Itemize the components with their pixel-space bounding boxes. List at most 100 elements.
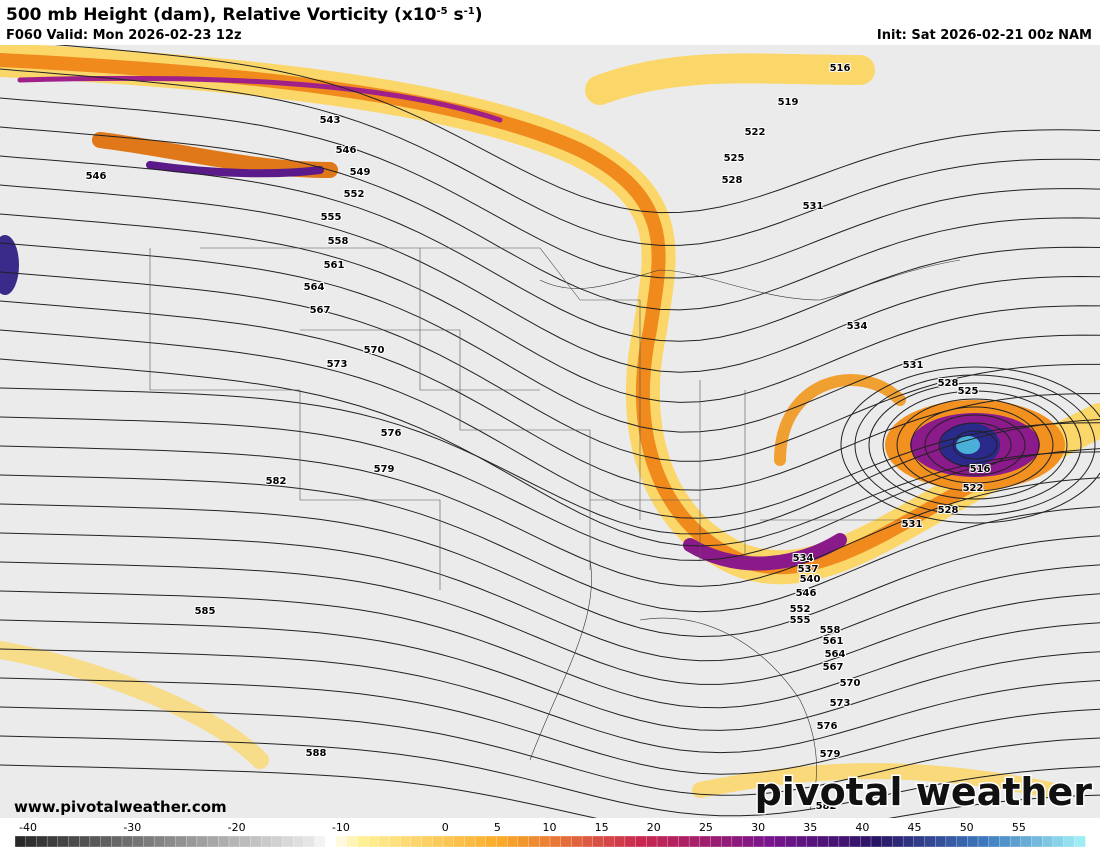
colorbar-swatch <box>132 835 145 848</box>
colorbar-swatch <box>956 835 968 848</box>
contour-line <box>0 735 1100 817</box>
colorbar-swatch <box>507 835 519 848</box>
contour-label: 579 <box>374 464 395 475</box>
contour-line <box>0 445 1100 587</box>
colorbar-swatch <box>378 835 391 848</box>
colorbar-swatch <box>635 835 647 848</box>
contour-ring <box>952 430 998 460</box>
contour-label: 552 <box>790 604 811 615</box>
colorbar-swatch <box>988 835 1001 848</box>
contour-line <box>0 68 1100 246</box>
contour-line <box>0 97 1100 279</box>
colorbar-swatch <box>111 835 123 848</box>
colorbar-swatch <box>945 835 958 848</box>
contour-label: 555 <box>321 212 342 223</box>
colorbar-swatch <box>357 835 369 848</box>
contour-label: 546 <box>796 588 817 599</box>
colorbar-swatch <box>79 835 91 848</box>
contour-label: 567 <box>310 305 331 316</box>
colorbar-swatch <box>68 835 80 848</box>
colorbar-swatch <box>57 835 70 848</box>
colorbar-swatch <box>496 835 508 848</box>
title: 500 mb Height (dam), Relative Vorticity … <box>6 5 483 25</box>
contour-line <box>0 474 1100 613</box>
colorbar-swatch <box>100 835 112 848</box>
colorbar-swatch <box>1009 835 1022 848</box>
colorbar-swatch <box>293 835 305 848</box>
contour-label: 564 <box>825 649 846 660</box>
colorbar-swatch <box>721 835 733 848</box>
watermark: pivotal weather <box>755 770 1093 814</box>
colorbar-swatch <box>346 835 359 848</box>
contour-label: 564 <box>304 282 325 293</box>
colorbar-label: -10 <box>332 821 350 834</box>
contour-label: 555 <box>790 615 811 626</box>
contour-ring <box>840 366 1100 524</box>
contour-label: 528 <box>938 505 959 516</box>
colorbar-swatch <box>624 835 637 848</box>
colorbar-swatch <box>1042 835 1054 848</box>
colorbar-swatch <box>196 835 209 848</box>
contour-ring <box>938 422 1012 468</box>
colorbar-label: 5 <box>494 821 501 834</box>
colorbar-swatch <box>699 835 712 848</box>
contour-label: 540 <box>800 574 821 585</box>
contour-label: 516 <box>830 63 851 74</box>
colorbar-label: 50 <box>960 821 974 834</box>
colorbar-swatch <box>902 835 915 848</box>
colorbar-swatch <box>164 835 177 848</box>
colorbar-swatch <box>753 835 765 848</box>
contour-label: 543 <box>320 115 341 126</box>
colorbar-swatch <box>282 835 294 848</box>
colorbar-swatch <box>806 835 819 848</box>
contour-line <box>0 329 1100 519</box>
contour-ring <box>868 382 1082 508</box>
contour-label: 561 <box>324 260 345 271</box>
contour-line <box>0 213 1100 403</box>
colorbar-label: 55 <box>1012 821 1026 834</box>
contour-label: 582 <box>816 801 837 812</box>
colorbar-swatch <box>828 835 840 848</box>
contour-line <box>0 561 1100 685</box>
contour-line <box>0 300 1100 491</box>
cyclone-center <box>956 436 980 454</box>
contour-ring <box>882 390 1068 500</box>
colorbar-label: -20 <box>228 821 246 834</box>
contour-ring <box>854 374 1096 516</box>
contour-label: 516 <box>970 464 991 475</box>
colorbar-swatch <box>977 835 990 848</box>
colorbar-label: 15 <box>595 821 609 834</box>
borders <box>149 247 961 811</box>
contour-label: 534 <box>847 321 868 332</box>
contour-label: 558 <box>328 236 349 247</box>
contour-label: 576 <box>381 428 402 439</box>
colorbar-swatch <box>935 835 947 848</box>
height-contours <box>0 45 1100 818</box>
colorbar-swatch <box>239 835 252 848</box>
contour-line <box>0 184 1100 373</box>
colorbar-swatch <box>207 835 219 848</box>
colorbar-swatch <box>121 835 134 848</box>
colorbar: -40 -30 -20 -10 0 5 10 15 20 25 30 35 40 45 50 55 <box>14 821 1086 848</box>
valid-time: F060 Valid: Mon 2026-02-23 12z <box>6 28 242 43</box>
colorbar-swatch <box>228 835 241 848</box>
colorbar-swatch <box>688 835 701 848</box>
contour-line <box>54 45 1100 214</box>
colorbar-swatch <box>36 835 48 848</box>
map: 5165195225255285315435465495525555585615… <box>0 45 1100 818</box>
colorbar-swatch <box>186 835 198 848</box>
colorbar-label: 45 <box>908 821 922 834</box>
contour-label: 570 <box>840 678 861 689</box>
colorbar-label: 10 <box>543 821 557 834</box>
colorbar-swatch <box>410 835 423 848</box>
colorbar-swatch <box>571 835 583 848</box>
contour-label: 570 <box>364 345 385 356</box>
colorbar-swatch <box>1063 835 1075 848</box>
contour-label: 522 <box>963 483 984 494</box>
colorbar-label: 40 <box>855 821 869 834</box>
colorbar-swatch <box>785 835 797 848</box>
colorbar-label: -30 <box>123 821 141 834</box>
contour-line <box>0 532 1100 662</box>
contour-line <box>0 590 1100 709</box>
